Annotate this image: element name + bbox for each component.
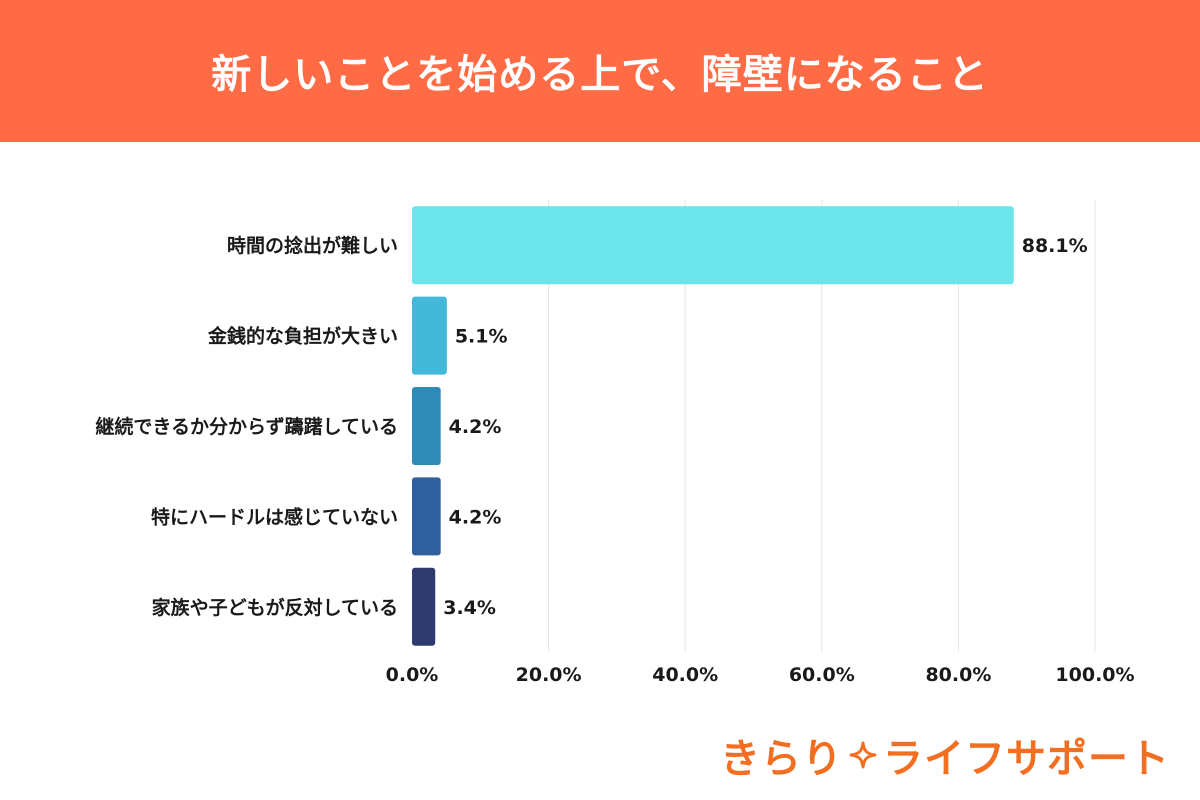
chart-title: 新しいことを始める上で、障壁になること: [211, 52, 989, 98]
sparkle-icon: [849, 741, 877, 769]
brand-logo: きらり ライフサポート: [720, 726, 1170, 784]
bar: [412, 477, 441, 556]
brand-text-right: ライフサポート: [883, 736, 1170, 782]
value-label: 88.1%: [1022, 235, 1088, 257]
value-label: 3.4%: [443, 597, 496, 619]
value-labels: 88.1% 5.1% 4.2% 4.2% 3.4%: [443, 235, 1087, 619]
category-label: 金銭的な負担が大きい: [207, 325, 398, 348]
bar: [412, 206, 1014, 285]
category-label: 家族や子どもが反対している: [152, 596, 398, 619]
x-tick-label: 40.0%: [652, 664, 718, 686]
bar: [412, 567, 436, 646]
chart-header: 新しいことを始める上で、障壁になること: [0, 0, 1200, 142]
x-tick-label: 0.0%: [386, 664, 439, 686]
bars: [412, 206, 1014, 646]
category-label: 特にハードルは感じていない: [151, 505, 398, 528]
category-labels: 時間の捻出が難しい金銭的な負担が大きい継続できるか分からず躊躇している特にハード…: [95, 234, 398, 619]
bar: [412, 296, 447, 375]
x-axis-ticks: 0.0% 20.0% 40.0% 60.0% 80.0% 100.0%: [386, 664, 1135, 686]
x-tick-label: 100.0%: [1055, 664, 1134, 686]
brand-text-left: きらり: [720, 736, 843, 782]
value-label: 5.1%: [455, 326, 508, 348]
value-label: 4.2%: [449, 416, 502, 438]
value-label: 4.2%: [449, 506, 502, 528]
category-label: 時間の捻出が難しい: [227, 234, 398, 257]
bar: [412, 387, 441, 465]
x-tick-label: 60.0%: [789, 664, 855, 686]
x-tick-label: 80.0%: [925, 664, 991, 686]
category-label: 継続できるか分からず躊躇している: [95, 415, 398, 438]
x-tick-label: 20.0%: [516, 664, 582, 686]
